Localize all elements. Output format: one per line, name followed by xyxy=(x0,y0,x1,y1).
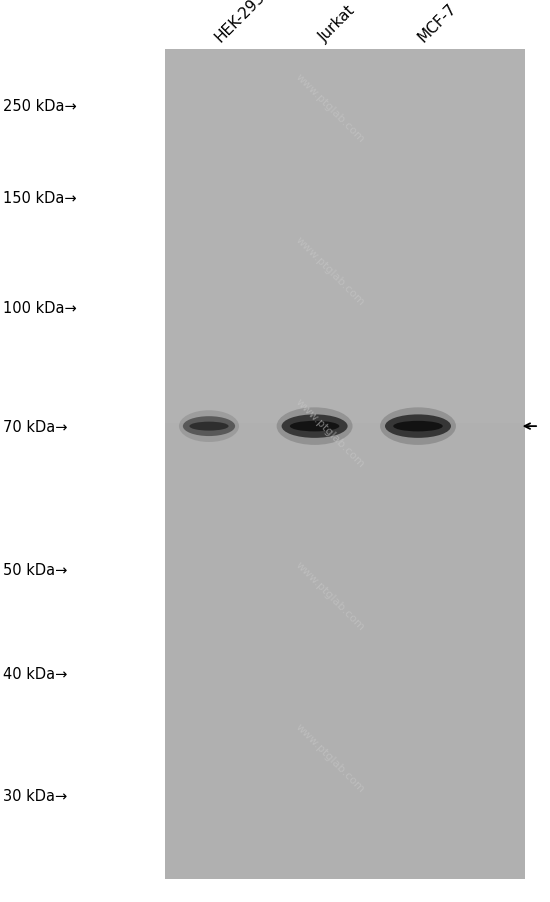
Ellipse shape xyxy=(179,410,239,443)
Ellipse shape xyxy=(277,408,353,446)
Ellipse shape xyxy=(183,417,235,437)
Text: 40 kDa→: 40 kDa→ xyxy=(3,667,67,681)
Ellipse shape xyxy=(189,422,229,431)
Text: www.ptglab.com: www.ptglab.com xyxy=(294,559,366,631)
Text: www.ptglab.com: www.ptglab.com xyxy=(294,72,366,144)
Ellipse shape xyxy=(385,415,451,438)
Text: HEK-293T: HEK-293T xyxy=(212,0,274,45)
Text: 50 kDa→: 50 kDa→ xyxy=(3,563,67,577)
Ellipse shape xyxy=(282,415,348,438)
Text: 70 kDa→: 70 kDa→ xyxy=(3,419,67,434)
Text: www.ptglab.com: www.ptglab.com xyxy=(294,397,366,469)
Text: www.ptglab.com: www.ptglab.com xyxy=(294,235,366,307)
Text: 250 kDa→: 250 kDa→ xyxy=(3,99,76,114)
Text: 100 kDa→: 100 kDa→ xyxy=(3,301,76,316)
Text: 150 kDa→: 150 kDa→ xyxy=(3,191,76,206)
Ellipse shape xyxy=(393,421,443,432)
Ellipse shape xyxy=(290,421,339,432)
Bar xyxy=(165,50,525,879)
Text: 30 kDa→: 30 kDa→ xyxy=(3,788,67,803)
Text: Jurkat: Jurkat xyxy=(316,3,358,45)
Text: www.ptglab.com: www.ptglab.com xyxy=(294,722,366,794)
Bar xyxy=(165,50,525,423)
Ellipse shape xyxy=(380,408,456,446)
Text: MCF-7: MCF-7 xyxy=(415,1,460,45)
